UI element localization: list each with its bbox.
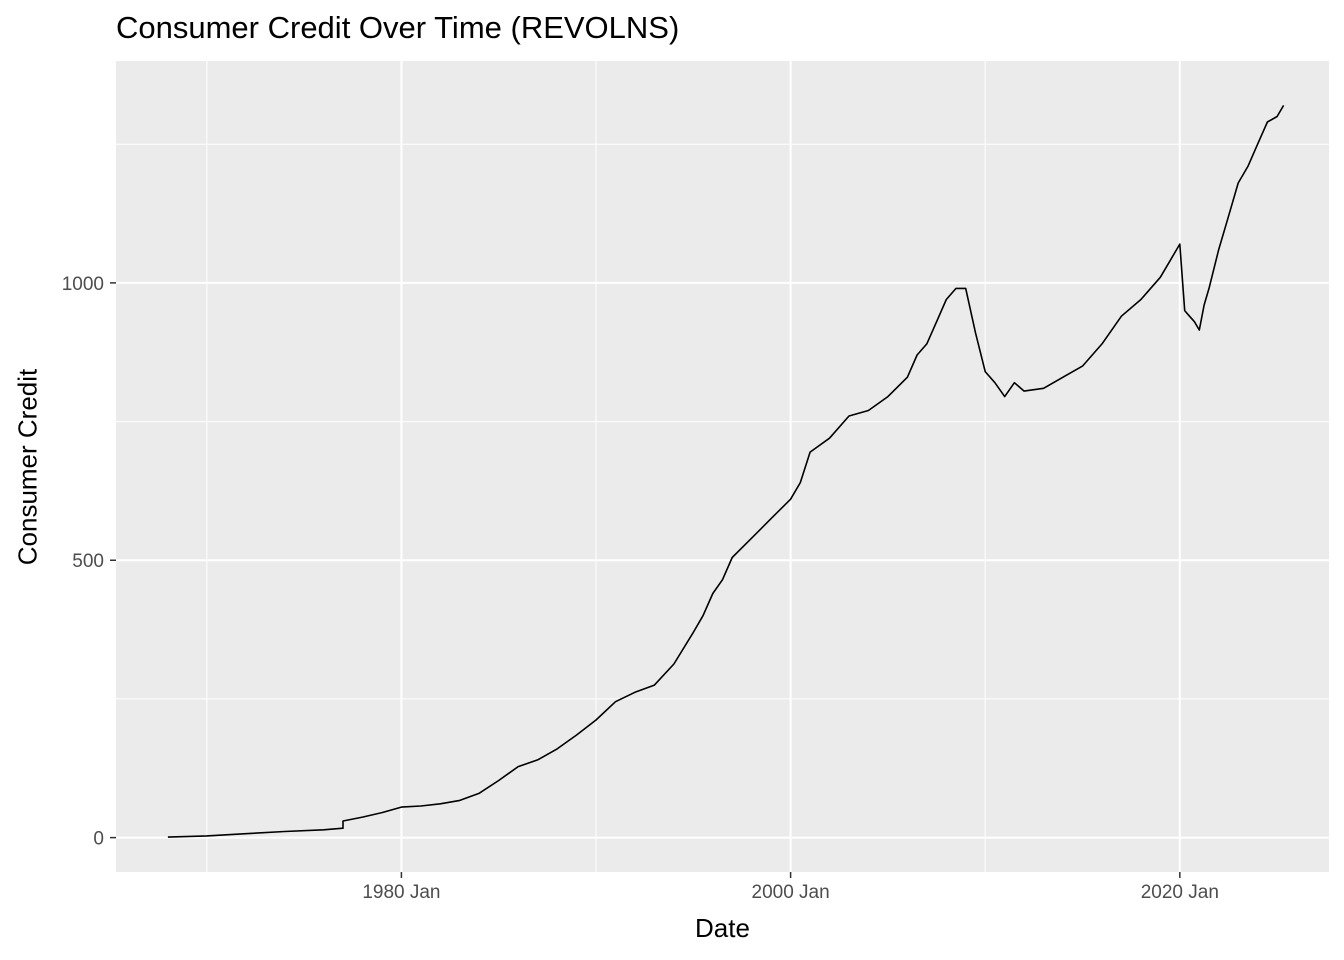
y-tick-label: 0 <box>93 829 104 850</box>
minor-gridlines <box>116 61 1329 872</box>
x-axis-label: Date <box>695 913 750 943</box>
x-tick-label: 1980 Jan <box>362 882 440 903</box>
chart-title: Consumer Credit Over Time (REVOLNS) <box>116 10 680 45</box>
y-tick-label: 500 <box>72 551 104 572</box>
series-line <box>167 104 1285 838</box>
x-axis-ticks: 1980 Jan 2000 Jan 2020 Jan <box>362 872 1219 903</box>
x-tick-label: 2020 Jan <box>1141 882 1219 903</box>
y-tick-label: 1000 <box>62 274 104 295</box>
x-tick-label: 2000 Jan <box>752 882 830 903</box>
major-gridlines <box>116 61 1329 872</box>
plot-panel <box>116 61 1329 872</box>
y-axis-ticks: 0 500 1000 <box>62 274 116 850</box>
